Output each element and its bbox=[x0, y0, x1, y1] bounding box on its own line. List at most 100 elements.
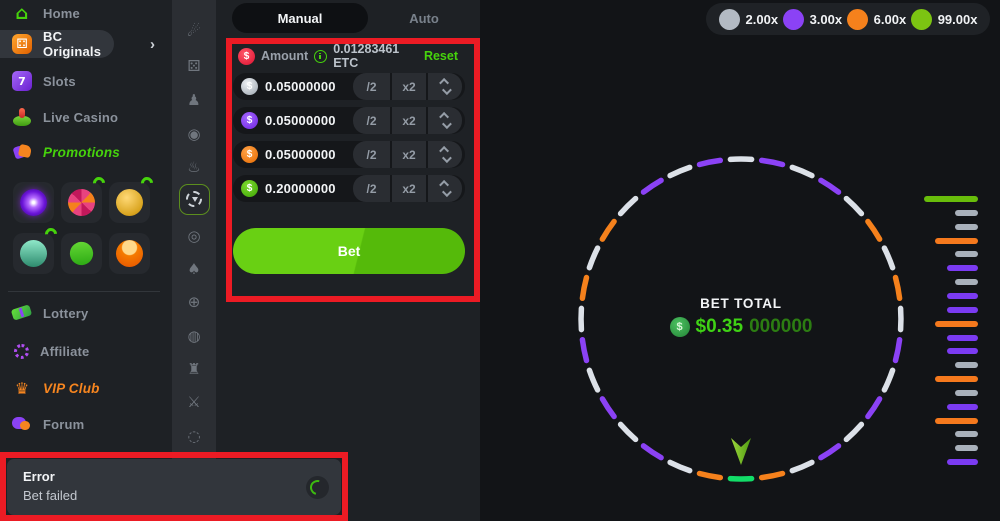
rail-game-tower[interactable]: ♜ bbox=[172, 356, 216, 382]
rail-game-blackjack[interactable]: ⊕ bbox=[172, 289, 216, 315]
amount-stepper[interactable] bbox=[428, 175, 462, 202]
bet-row-buttons: /2 x2 bbox=[353, 141, 462, 168]
bet-amount-value[interactable]: 0.05000000 bbox=[265, 113, 336, 128]
multiplier-6.00x: 6.00x bbox=[846, 8, 906, 30]
double-button[interactable]: x2 bbox=[392, 175, 426, 202]
rail-game-limbo[interactable]: ♨ bbox=[172, 154, 216, 180]
spinner-icon bbox=[307, 477, 328, 498]
sidebar-item-label: Home bbox=[43, 5, 80, 21]
half-button[interactable]: /2 bbox=[353, 141, 390, 168]
sidebar-item-home[interactable]: ⌂ Home bbox=[0, 0, 172, 26]
tile-spiral-target-game[interactable] bbox=[13, 182, 54, 223]
amount-balance-value: 0.01283461 ETC bbox=[333, 42, 400, 70]
double-button[interactable]: x2 bbox=[392, 141, 426, 168]
wheel-segment-orange bbox=[599, 218, 617, 242]
bet-total-value: $0.35 bbox=[695, 316, 744, 337]
history-bar-orange bbox=[935, 321, 978, 327]
sidebar-item-affiliate[interactable]: Affiliate bbox=[0, 338, 172, 364]
sidebar-item-live-casino[interactable]: Live Casino bbox=[0, 104, 172, 130]
history-bar-purple bbox=[947, 307, 978, 313]
toast-title: Error bbox=[23, 469, 55, 484]
rail-game-hilo[interactable]: ♠ bbox=[172, 256, 216, 282]
sidebar-item-bc-originals[interactable]: ⚃ BC Originals › bbox=[0, 29, 155, 59]
sidebar-item-lottery[interactable]: Lottery bbox=[0, 300, 172, 326]
bet-total-zeros: 000000 bbox=[749, 316, 813, 337]
reset-button[interactable]: Reset bbox=[423, 49, 458, 63]
history-bar-orange bbox=[935, 376, 978, 382]
tile-dollar-tag-game[interactable] bbox=[61, 233, 102, 274]
rail-game-mines[interactable]: ♟ bbox=[172, 87, 216, 113]
multiplier-label: 99.00x bbox=[937, 11, 978, 27]
bet-amount-row-orange: $0.05000000/2 x2 bbox=[233, 141, 465, 168]
rail-game-duel[interactable]: ⚔ bbox=[172, 389, 216, 415]
rail-game-plinko[interactable]: ⚄ bbox=[172, 53, 216, 79]
half-button[interactable]: /2 bbox=[353, 107, 390, 134]
bet-amount-value[interactable]: 0.05000000 bbox=[265, 147, 336, 162]
rail-game-roulette[interactable]: ◍ bbox=[172, 323, 216, 349]
tile-rocket-game[interactable] bbox=[13, 225, 60, 274]
sidebar-item-label: Forum bbox=[43, 416, 85, 432]
home-icon: ⌂ bbox=[15, 2, 29, 24]
tile-avatar-game[interactable] bbox=[109, 233, 150, 274]
rail-game-wheel[interactable] bbox=[172, 183, 216, 215]
history-bar-orange bbox=[935, 418, 978, 424]
bet-button[interactable]: Bet bbox=[233, 228, 465, 274]
wheel-segment-white bbox=[789, 164, 815, 179]
crash-icon: ☄ bbox=[187, 22, 201, 40]
sidebar-item-promotions[interactable]: Promotions bbox=[0, 139, 172, 165]
rail-game-ufo[interactable]: ◌ bbox=[172, 423, 216, 449]
rail-game-crash[interactable]: ☄ bbox=[172, 18, 216, 44]
tile-piggy-bank-game[interactable] bbox=[109, 174, 156, 223]
multiplier-2.00x: 2.00x bbox=[718, 8, 778, 30]
toast-message: Bet failed bbox=[23, 488, 78, 503]
bc-originals-icon: ⚃ bbox=[12, 34, 32, 54]
tab-manual[interactable]: Manual bbox=[232, 3, 368, 33]
notification-crescent-icon bbox=[42, 225, 60, 243]
orange-coin-icon: $ bbox=[241, 146, 258, 163]
bet-total-amount: $ $0.35 000000 bbox=[601, 316, 881, 338]
error-toast: Error Bet failed bbox=[7, 459, 341, 515]
history-bar-green bbox=[924, 196, 978, 202]
bet-row-buttons: /2 x2 bbox=[353, 73, 462, 100]
notification-crescent-icon bbox=[138, 174, 156, 192]
sidebar-item-forum[interactable]: Forum bbox=[0, 411, 172, 437]
sidebar-item-slots[interactable]: 7 Slots bbox=[0, 68, 172, 94]
rail-game-coinflip[interactable]: ◎ bbox=[172, 223, 216, 249]
green-coin-icon: $ bbox=[241, 180, 258, 197]
sidebar-item-label: VIP Club bbox=[43, 380, 100, 396]
coinflip-icon: ◎ bbox=[187, 227, 201, 245]
wheel-segment-orange bbox=[865, 218, 883, 242]
tab-auto[interactable]: Auto bbox=[409, 10, 439, 26]
tile-fortune-wheel-game[interactable] bbox=[61, 174, 108, 223]
notification-crescent-icon bbox=[90, 174, 108, 192]
amount-stepper[interactable] bbox=[428, 107, 462, 134]
history-bar-purple bbox=[947, 459, 978, 465]
bet-row-buttons: /2 x2 bbox=[353, 175, 462, 202]
wheel-segment-purple bbox=[818, 177, 842, 195]
bet-amount-value[interactable]: 0.05000000 bbox=[265, 79, 336, 94]
multiplier-dot-icon bbox=[782, 8, 804, 30]
amount-stepper[interactable] bbox=[428, 73, 462, 100]
wheel-segment-white bbox=[617, 421, 639, 443]
history-bar-gray bbox=[955, 431, 978, 437]
double-button[interactable]: x2 bbox=[392, 73, 426, 100]
info-icon[interactable] bbox=[314, 49, 328, 63]
game-icon-rail: ☄ ⚄ ♟ ◉ ♨ ◎ ♠ ⊕ ◍ ♜ ⚔ ◌ bbox=[172, 0, 216, 521]
double-button[interactable]: x2 bbox=[392, 107, 426, 134]
bet-row-buttons: /2 x2 bbox=[353, 107, 462, 134]
history-bar-gray bbox=[955, 224, 978, 230]
chevron-right-icon: › bbox=[150, 35, 155, 53]
bet-amount-value[interactable]: 0.20000000 bbox=[265, 181, 336, 196]
bet-amount-row-gray: $0.05000000/2 x2 bbox=[233, 73, 465, 100]
multiplier-99.00x: 99.00x bbox=[910, 8, 978, 30]
amount-label: Amount bbox=[261, 49, 309, 63]
half-button[interactable]: /2 bbox=[353, 73, 390, 100]
ufo-icon: ◌ bbox=[187, 427, 201, 445]
sidebar-nav: ⌂ Home ⚃ BC Originals › 7 Slots Live Casino Prom… bbox=[0, 0, 172, 521]
duel-icon: ⚔ bbox=[187, 393, 201, 411]
rail-game-keno[interactable]: ◉ bbox=[172, 121, 216, 147]
history-bar-gray bbox=[955, 210, 978, 216]
amount-stepper[interactable] bbox=[428, 141, 462, 168]
sidebar-item-vip-club[interactable]: ♛ VIP Club bbox=[0, 375, 172, 401]
half-button[interactable]: /2 bbox=[353, 175, 390, 202]
